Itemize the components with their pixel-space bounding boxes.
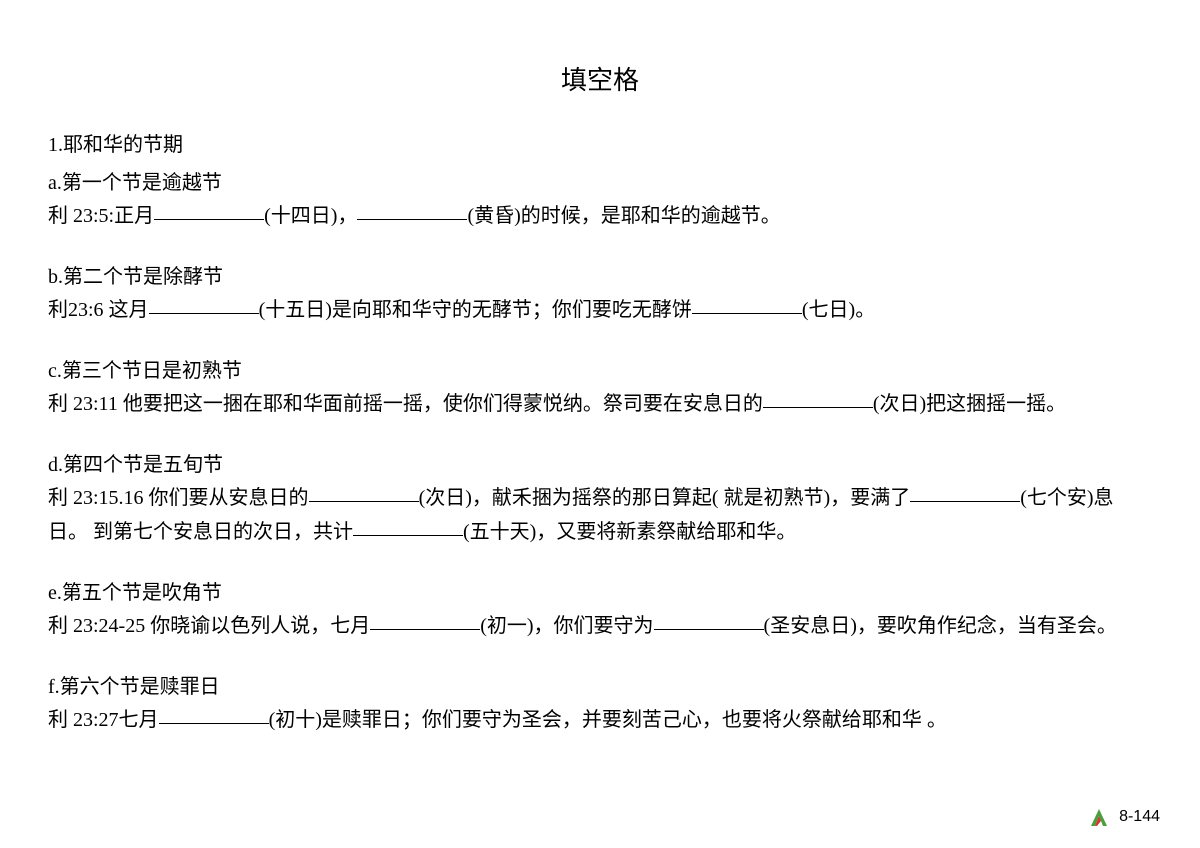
text-fragment: (五十天)，又要将新素祭献给耶和华。 (463, 521, 796, 543)
fill-blank-item-e: e.第五个节是吹角节 利 23:24-25 你晓谕以色列人说，七月 (初一)，你们… (48, 577, 1152, 643)
blank-input[interactable] (370, 612, 480, 630)
item-header: d.第四个节是五旬节 (48, 449, 1152, 481)
text-fragment: 利23:6 这月 (48, 299, 149, 321)
item-body: 利 23:15.16 你们要从安息日的 (次日)，献禾捆为摇祭的那日算起( 就是初… (48, 481, 1152, 549)
section-heading: 1.耶和华的节期 (48, 129, 1152, 161)
blank-input[interactable] (159, 706, 269, 724)
text-fragment: (次日)，献禾捆为摇祭的那日算起( 就是初熟节)，要满了 (419, 487, 911, 509)
text-fragment: (十五日)是向耶和华守的无酵节；你们要吃无酵饼 (259, 299, 692, 321)
fill-blank-item-c: c.第三个节日是初熟节 利 23:11 他要把这一捆在耶和华面前摇一摇，使你们得… (48, 355, 1152, 421)
item-header: e.第五个节是吹角节 (48, 577, 1152, 609)
page-footer: 8-144 (1087, 806, 1160, 828)
blank-input[interactable] (763, 390, 873, 408)
item-body: 利 23:5:正月 (十四日)， (黄昏)的时候，是耶和华的逾越节。 (48, 199, 1152, 233)
text-fragment: 利 23:15.16 你们要从安息日的 (48, 487, 309, 509)
item-body: 利23:6 这月 (十五日)是向耶和华守的无酵节；你们要吃无酵饼 (七日)。 (48, 293, 1152, 327)
blank-input[interactable] (654, 612, 764, 630)
text-fragment: (次日)把这捆摇一摇。 (873, 393, 1066, 415)
blank-input[interactable] (309, 484, 419, 502)
item-header: a.第一个节是逾越节 (48, 167, 1152, 199)
text-fragment: 利 23:24-25 你晓谕以色列人说，七月 (48, 615, 370, 637)
item-header: b.第二个节是除酵节 (48, 261, 1152, 293)
text-fragment: (初一)，你们要守为 (480, 615, 653, 637)
page-number: 8-144 (1119, 808, 1160, 826)
text-fragment: 利 23:5:正月 (48, 205, 154, 227)
page-title: 填空格 (48, 60, 1152, 97)
blank-input[interactable] (154, 202, 264, 220)
text-fragment: (十四日)， (264, 205, 357, 227)
fill-blank-item-f: f.第六个节是赎罪日 利 23:27七月 (初十)是赎罪日；你们要守为圣会，并要刻… (48, 671, 1152, 737)
fill-blank-item-b: b.第二个节是除酵节 利23:6 这月 (十五日)是向耶和华守的无酵节；你们要吃无… (48, 261, 1152, 327)
logo-icon (1087, 806, 1111, 828)
text-fragment: (七日)。 (802, 299, 875, 321)
fill-blank-item-d: d.第四个节是五旬节 利 23:15.16 你们要从安息日的 (次日)，献禾捆为摇… (48, 449, 1152, 549)
text-fragment: (黄昏)的时候，是耶和华的逾越节。 (467, 205, 780, 227)
item-header: c.第三个节日是初熟节 (48, 355, 1152, 387)
blank-input[interactable] (149, 296, 259, 314)
text-fragment: 利 23:11 他要把这一捆在耶和华面前摇一摇，使你们得蒙悦纳。祭司要在安息日的 (48, 393, 763, 415)
item-body: 利 23:27七月 (初十)是赎罪日；你们要守为圣会，并要刻苦己心，也要将火祭献给… (48, 703, 1152, 737)
blank-input[interactable] (357, 202, 467, 220)
item-header: f.第六个节是赎罪日 (48, 671, 1152, 703)
text-fragment: (初十)是赎罪日；你们要守为圣会，并要刻苦己心，也要将火祭献给耶和华 。 (269, 709, 947, 731)
item-body: 利 23:24-25 你晓谕以色列人说，七月 (初一)，你们要守为 (圣安息日)，要… (48, 609, 1152, 643)
item-body: 利 23:11 他要把这一捆在耶和华面前摇一摇，使你们得蒙悦纳。祭司要在安息日的… (48, 387, 1152, 421)
blank-input[interactable] (692, 296, 802, 314)
text-fragment: 利 23:27七月 (48, 709, 159, 731)
fill-blank-item-a: a.第一个节是逾越节 利 23:5:正月 (十四日)， (黄昏)的时候，是耶和华的逾… (48, 167, 1152, 233)
blank-input[interactable] (353, 518, 463, 536)
text-fragment: (圣安息日)，要吹角作纪念，当有圣会。 (764, 615, 1117, 637)
blank-input[interactable] (910, 484, 1020, 502)
